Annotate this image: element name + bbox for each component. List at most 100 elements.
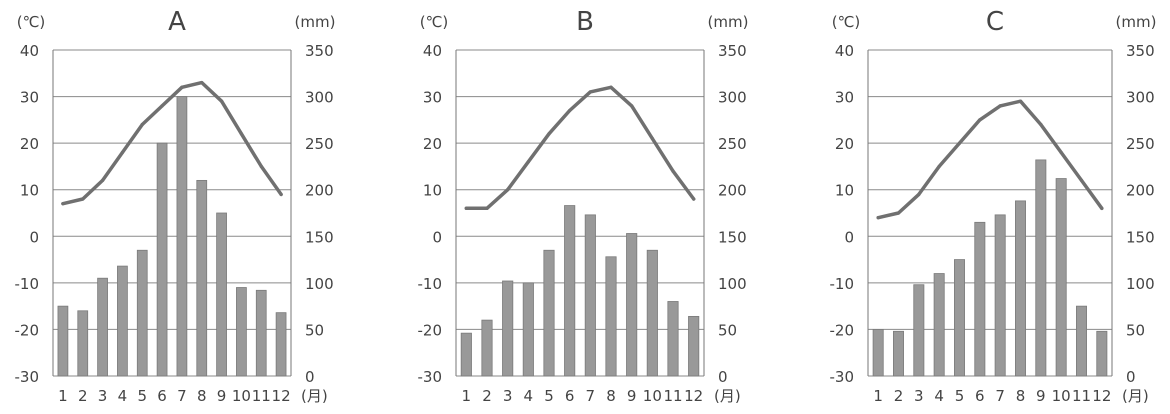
temp-tick-label: 30	[835, 89, 854, 107]
temperature-point	[259, 164, 263, 169]
precip-tick-label: 150	[305, 228, 334, 246]
precipitation-bar	[97, 277, 108, 377]
temp-tick-label: -10	[418, 275, 443, 293]
temperature-point	[1079, 178, 1084, 182]
precipitation-bar	[502, 280, 514, 377]
month-tick-label: 10	[1052, 387, 1071, 405]
month-tick-label: 1	[462, 387, 472, 405]
precipitation-bar	[954, 259, 965, 377]
month-tick-label: 6	[565, 387, 575, 405]
month-tick-label: 3	[503, 387, 513, 405]
precipitation-bar	[522, 282, 534, 377]
temp-tick-label: -20	[15, 321, 40, 339]
precipitation-bar	[57, 305, 69, 377]
precipitation-bar	[117, 265, 128, 377]
precip-tick-label: 200	[305, 182, 334, 200]
month-tick-label: 2	[78, 387, 88, 405]
precipitation-bar	[460, 332, 472, 377]
precipitation-bar	[688, 315, 700, 377]
precipitation-bar	[176, 96, 188, 377]
temperature-point	[61, 202, 65, 206]
precip-tick-label: 100	[305, 275, 334, 293]
temperature-point	[609, 85, 613, 89]
temperature-point	[279, 192, 283, 196]
precipitation-bar	[1015, 200, 1026, 377]
temperature-point	[998, 104, 1002, 108]
temp-tick-label: 40	[20, 42, 39, 60]
month-tick-label: 5	[544, 387, 554, 405]
precip-tick-label: 50	[718, 321, 737, 339]
month-tick-label: 10	[643, 387, 662, 405]
precipitation-bar	[77, 310, 89, 377]
precipitation-bar	[1055, 178, 1067, 377]
precip-tick-label: 250	[1126, 135, 1155, 153]
precipitation-bar	[646, 249, 658, 377]
precip-unit-label: (mm)	[295, 13, 336, 31]
temp-tick-label: 20	[20, 135, 39, 153]
temperature-point	[568, 108, 572, 113]
temperature-point	[160, 104, 164, 108]
temperature-point	[81, 197, 85, 201]
temp-tick-label: 40	[423, 42, 442, 60]
precipitation-bar	[1035, 159, 1047, 377]
temperature-point	[630, 104, 634, 108]
temp-tick-label: -20	[418, 321, 443, 339]
month-tick-label: 1	[58, 387, 68, 405]
chart-b: -30 -20 -10 0 10 20 30 40 0 50 100 150 200 250 300 350 1…	[418, 7, 749, 405]
precip-tick-label: 0	[1126, 368, 1136, 386]
temp-tick-label: 40	[835, 42, 854, 60]
month-tick-label: 11	[663, 387, 682, 405]
temperature-point	[671, 169, 675, 173]
precip-tick-label: 250	[718, 135, 747, 153]
month-tick-label: 9	[1036, 387, 1046, 405]
temperature-point	[219, 99, 224, 103]
temperature-point	[506, 188, 510, 192]
temperature-point	[978, 118, 982, 122]
month-tick-label: 7	[177, 387, 187, 405]
temperature-point	[957, 141, 962, 145]
month-tick-label: 6	[157, 387, 167, 405]
month-tick-label: 10	[232, 387, 251, 405]
temp-tick-label: 30	[423, 89, 442, 107]
temp-tick-label: -30	[15, 368, 40, 386]
chart-title: C	[986, 7, 1004, 37]
precipitation-bar	[156, 142, 168, 377]
precip-tick-label: 300	[305, 89, 334, 107]
temp-tick-label: -30	[418, 368, 443, 386]
precip-tick-label: 0	[305, 368, 315, 386]
temperature-line	[876, 99, 1104, 220]
temperature-point	[526, 160, 530, 164]
temp-unit-label: (℃)	[420, 13, 449, 31]
temp-tick-label: -10	[830, 275, 855, 293]
month-tick-label: 12	[272, 387, 291, 405]
precipitation-bar	[994, 214, 1006, 377]
month-tick-label: 9	[627, 387, 637, 405]
precipitation-bar	[1096, 330, 1108, 377]
precip-tick-label: 0	[718, 368, 728, 386]
precipitation-bar	[481, 319, 493, 377]
temperature-point	[650, 136, 654, 141]
month-tick-label: 1	[873, 387, 883, 405]
precip-tick-label: 200	[718, 182, 747, 200]
temp-tick-label: 0	[29, 228, 39, 246]
temperature-point	[1039, 122, 1043, 127]
temperature-point	[917, 192, 921, 196]
month-tick-label: 3	[914, 387, 924, 405]
temperature-point	[100, 178, 105, 182]
temperature-point	[485, 206, 489, 210]
precipitation-bar	[275, 312, 287, 377]
month-tick-label: 6	[975, 387, 985, 405]
precipitation-bar	[255, 289, 267, 377]
temperature-point	[140, 122, 144, 127]
month-tick-label: 8	[197, 387, 207, 405]
temperature-line	[61, 80, 283, 206]
chart-c: -30 -20 -10 0 10 20 30 40 0 50 100 150 200 250 300 350 1…	[830, 7, 1157, 405]
precip-tick-label: 300	[718, 89, 747, 107]
temp-tick-label: 20	[835, 135, 854, 153]
precipitation-bar	[543, 249, 555, 377]
month-tick-label: 3	[98, 387, 108, 405]
month-tick-label: 8	[606, 387, 616, 405]
precipitation-bar	[974, 221, 986, 377]
temp-unit-label: (℃)	[17, 13, 46, 31]
month-tick-label: 8	[1016, 387, 1026, 405]
